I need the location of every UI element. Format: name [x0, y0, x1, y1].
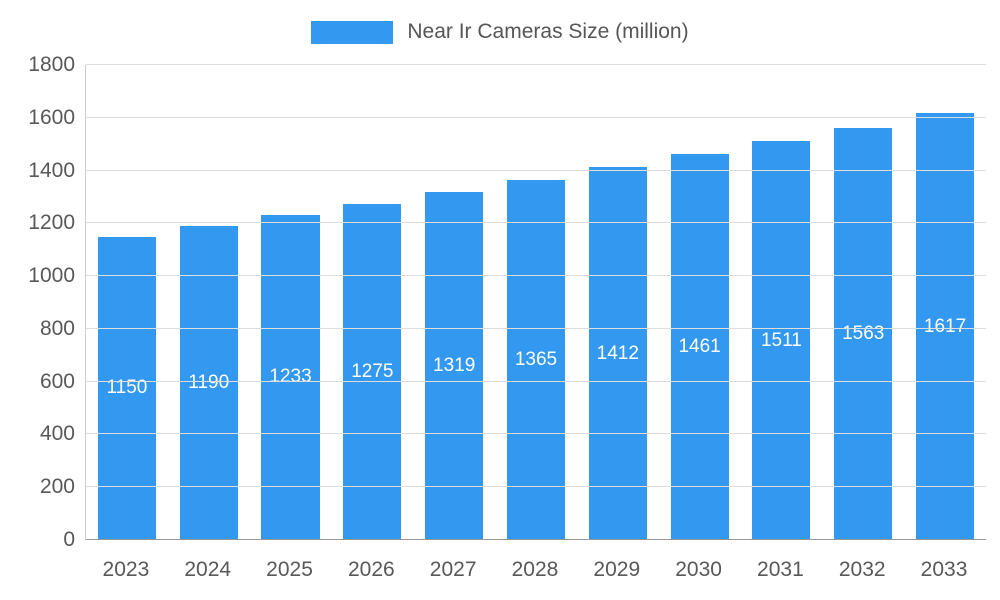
- bar: 1275: [343, 203, 402, 540]
- gridline: [86, 486, 986, 488]
- bar-slot: 1365: [495, 65, 577, 540]
- gridline: [86, 169, 986, 171]
- gridline: [86, 433, 986, 435]
- x-tick-label: 2024: [184, 558, 232, 581]
- x-tick-label: 2025: [266, 558, 313, 581]
- bar: 1412: [588, 167, 647, 540]
- y-tick-label: 1000: [28, 264, 75, 288]
- x-tick-label: 2028: [511, 558, 559, 581]
- bar: 1190: [179, 225, 238, 540]
- x-tick-label: 2029: [593, 558, 641, 581]
- bar: 1150: [97, 236, 156, 540]
- bar-slot: 1461: [659, 65, 741, 540]
- legend: Near Ir Cameras Size (million): [0, 16, 1000, 48]
- bar-slot: 1563: [822, 65, 904, 540]
- gridline: [86, 222, 986, 224]
- bar-slot: 1511: [741, 65, 823, 540]
- bar: 1511: [752, 141, 811, 540]
- gridline: [86, 380, 986, 382]
- y-tick-label: 0: [63, 528, 75, 551]
- bars-container: 1150 1190 1233 1275 1319 1365 1412 1461 1511 1563…: [86, 65, 986, 540]
- bar-value-label: 1563: [842, 322, 885, 344]
- bar-value-label: 1461: [678, 336, 721, 358]
- bar-slot: 1617: [904, 65, 986, 540]
- x-tick-label: 2032: [838, 558, 886, 581]
- x-tick-label: 2023: [102, 558, 150, 581]
- bar-value-label: 1319: [433, 354, 476, 376]
- bar: 1617: [915, 113, 975, 540]
- y-tick-label: 400: [39, 422, 75, 446]
- gridline: [86, 275, 986, 277]
- gridline: [86, 327, 986, 329]
- bar-value-label: 1365: [514, 348, 558, 370]
- y-tick-label: 600: [39, 369, 75, 393]
- x-tick-label: 2027: [429, 558, 477, 581]
- bar-value-label: 1617: [923, 315, 967, 337]
- gridline: [86, 116, 986, 118]
- legend-label: Near Ir Cameras Size (million): [407, 20, 689, 43]
- x-tick-label: 2033: [920, 558, 968, 581]
- bar-value-label: 1511: [760, 329, 802, 351]
- bar: 1319: [425, 191, 484, 540]
- bar-value-label: 1150: [106, 377, 148, 399]
- bar: 1461: [670, 154, 729, 540]
- y-tick-label: 1400: [28, 158, 75, 182]
- gridline: [86, 64, 986, 65]
- y-tick-label: 1800: [28, 53, 75, 76]
- bar: 1365: [506, 179, 565, 540]
- y-tick-label: 800: [39, 316, 75, 340]
- y-tick-label: 200: [39, 475, 75, 499]
- bar-value-label: 1275: [351, 360, 394, 382]
- plot-area: 1150 1190 1233 1275 1319 1365 1412 1461 1511 1563…: [85, 64, 986, 540]
- bar-slot: 1190: [168, 65, 250, 540]
- bar-slot: 1233: [250, 65, 332, 540]
- bar-value-label: 1412: [596, 342, 639, 364]
- bar-slot: 1275: [331, 65, 413, 540]
- bar-slot: 1319: [413, 65, 495, 540]
- legend-swatch: [311, 20, 394, 44]
- bar-slot: 1150: [86, 65, 168, 540]
- x-axis-line: [86, 539, 986, 540]
- bar-value-label: 1233: [269, 366, 312, 388]
- y-tick-label: 1200: [28, 211, 75, 235]
- bar-slot: 1412: [577, 65, 659, 540]
- x-tick-label: 2026: [347, 558, 395, 581]
- bar: 1233: [261, 214, 320, 540]
- y-tick-label: 1600: [28, 105, 75, 129]
- x-axis: 2023 2024 2025 2026 2027 2028 2029 2030 2031 2032…: [85, 540, 985, 600]
- x-tick-label: 2030: [675, 558, 722, 581]
- bar-value-label: 1190: [188, 371, 230, 393]
- y-axis: 0 200 400 600 800 1000 1200 1400 1600 1800: [0, 53, 75, 551]
- bar: 1563: [834, 127, 893, 540]
- x-tick-label: 2031: [757, 558, 804, 581]
